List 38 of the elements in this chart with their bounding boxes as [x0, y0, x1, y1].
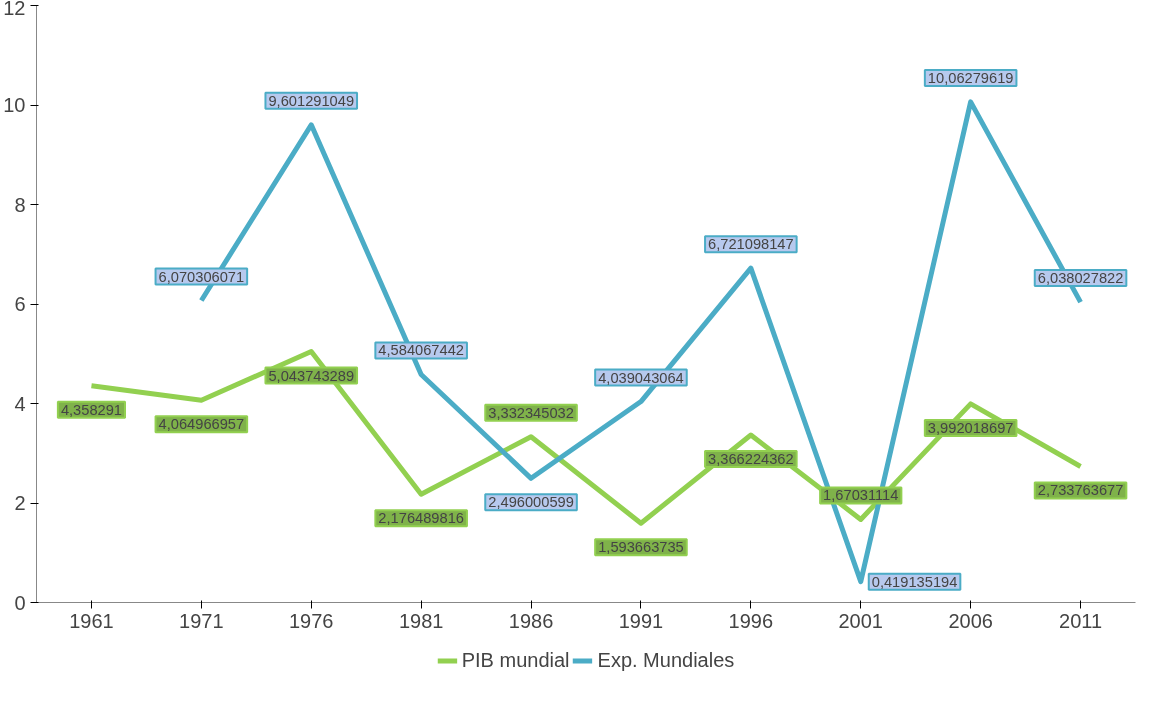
data-label: 4,039043064 [598, 369, 684, 386]
data-label: 6,038027822 [1037, 270, 1124, 287]
data-label: 3,992018697 [927, 419, 1014, 436]
x-tick-label: 1996 [728, 609, 774, 632]
data-label: 4,064966957 [158, 416, 245, 433]
data-label: 6,721098147 [708, 236, 794, 253]
data-label: 4,584067442 [378, 342, 464, 359]
data-label: 2,733763677 [1037, 482, 1124, 499]
data-label: 0,419135194 [871, 573, 958, 590]
x-tick-label: 2011 [1059, 609, 1103, 632]
y-tick-label: 0 [14, 591, 26, 614]
data-label: 2,496000599 [488, 494, 574, 511]
x-tick-label: 1961 [69, 609, 114, 632]
x-tick-label: 1991 [618, 609, 664, 632]
data-label: 2,176489816 [378, 510, 464, 527]
y-tick-label: 8 [14, 193, 26, 216]
x-tick-label: 1971 [179, 609, 224, 632]
legend-label: Exp. Mundiales [597, 648, 735, 672]
y-tick-label: 2 [14, 492, 26, 514]
data-label: 9,601291049 [268, 92, 355, 109]
y-tick-label: 4 [14, 392, 26, 415]
data-label: 3,332345032 [488, 404, 574, 421]
data-label: 5,043743289 [268, 367, 355, 384]
data-label: 10,06279619 [927, 69, 1014, 86]
x-tick-label: 2006 [948, 609, 993, 632]
x-tick-label: 1981 [398, 609, 444, 632]
y-tick-label: 6 [14, 293, 26, 315]
x-tick-label: 1976 [289, 609, 334, 632]
y-tick-label: 12 [3, 0, 26, 19]
data-label: 1,593663735 [598, 539, 684, 556]
data-label: 6,070306071 [158, 268, 245, 285]
data-label: 3,366224362 [708, 451, 794, 468]
data-label: 4,358291 [60, 401, 123, 418]
legend-label: PIB mundial [461, 648, 570, 672]
x-tick-label: 1986 [508, 609, 554, 632]
x-tick-label: 2001 [838, 609, 883, 632]
data-label: 1,67031114 [823, 487, 899, 504]
y-tick-label: 10 [3, 94, 26, 116]
